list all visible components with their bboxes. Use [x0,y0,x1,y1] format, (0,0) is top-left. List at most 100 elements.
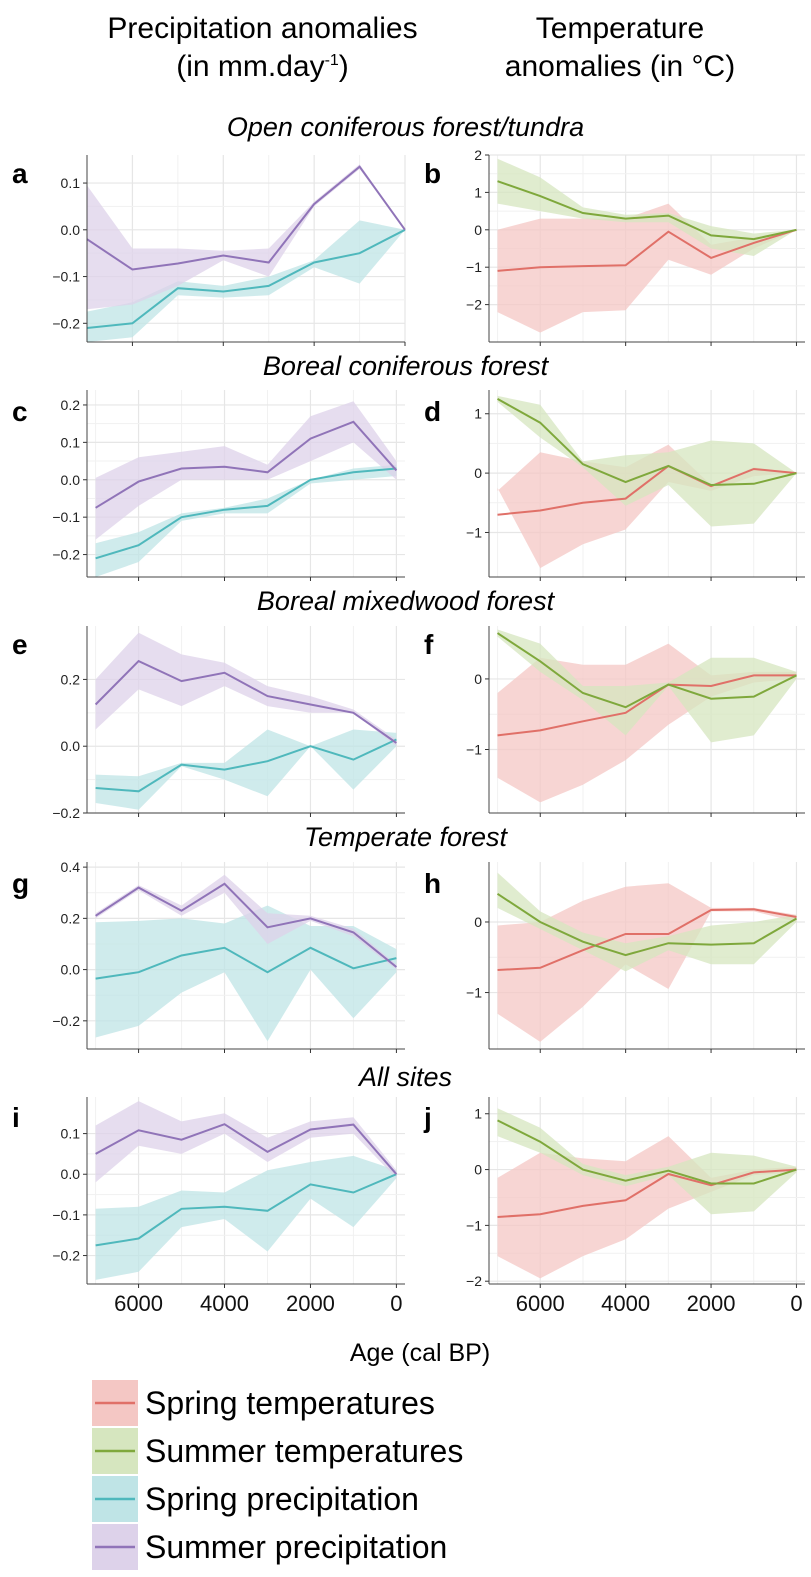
y-tick-label: 1 [474,406,482,422]
panel-letter-h: h [424,868,442,899]
panel-d: −1 0 1 [466,390,805,581]
y-tick-label: 0.0 [61,1166,81,1182]
y-tick-label: −0.1 [52,269,80,285]
panel-h: −1 0 [466,862,805,1053]
left-column-title-line2: (in mm.day-1) [176,50,349,83]
row-title-open-coniferous: Open coniferous forest/tundra [226,112,585,142]
line-spring-temp [497,464,797,516]
y-tick-label: −1 [466,741,482,757]
x-tick-label: 4000 [200,1291,249,1316]
line-summer-temp [496,892,798,957]
legend-item-spring-precip: Spring precipitation [92,1476,612,1522]
y-tick-label: −0.2 [52,1248,80,1264]
y-tick-label: 0 [474,914,482,930]
panel-letter-i: i [12,1102,20,1133]
line-summer-precip [95,1123,398,1175]
ribbon-summer-precip [95,1101,397,1183]
line-summer-temp [496,632,797,709]
x-tick-label: 2000 [687,1291,736,1316]
x-tick-label: 0 [790,1291,802,1316]
y-tick-label: 0.1 [61,1126,81,1142]
x-tick-label: 4000 [601,1291,650,1316]
line-summer-temp [497,180,797,241]
y-tick-label: −1 [466,259,482,275]
ribbon-spring-precip [95,464,397,577]
line-summer-precip [86,165,406,271]
panel-g: −0.2 0.0 0.2 0.4 [52,859,405,1053]
legend-item-summer-temp: Summer temperatures [92,1428,612,1474]
legend-label-summer-precip: Summer precipitation [145,1529,448,1565]
y-tick-label: 2 [474,147,482,163]
y-tick-label: −0.2 [52,1013,80,1029]
y-tick-label: 0.2 [61,671,81,687]
y-tick-label: −2 [466,1273,482,1289]
ribbon-summer-temp [497,629,797,743]
x-axis-label: Age (cal BP) [349,1339,491,1367]
panel-letter-j: j [424,1102,432,1133]
line-spring-precip [95,738,397,793]
y-tick-label: 0.0 [61,222,81,238]
y-tick-label: 1 [474,184,482,200]
left-column-title-line1: Precipitation anomalies [107,12,418,45]
y-tick-label: 0.1 [61,175,81,191]
row-title-temperate: Temperate forest [303,822,508,852]
ribbon-summer-precip [95,632,397,747]
panel-i: −0.2 −0.1 0.0 0.1 6000 4000 2000 0 [52,1097,405,1316]
x-tick-label: 6000 [516,1291,565,1316]
ribbon-spring-precip [87,220,405,342]
legend-item-spring-temp: Spring temperatures [92,1380,612,1426]
panel-letter-a: a [12,158,28,189]
line-spring-temp [497,228,797,272]
ribbon-spring-temp [497,203,797,333]
ribbon-spring-precip [95,905,397,1042]
row-title-boreal-mixedwood: Boreal mixedwood forest [256,586,555,616]
ribbon-summer-temp [497,158,797,256]
y-tick-label: 0.0 [61,962,81,978]
legend-key-summer-precip [92,1524,138,1570]
line-spring-precip [95,1173,397,1247]
panel-e: −0.2 0.0 0.2 [52,626,405,821]
y-tick-label: 0.0 [61,738,81,754]
panel-letter-c: c [12,396,28,427]
ribbon-spring-temp [497,1136,797,1279]
ribbon-spring-temp [497,444,797,569]
legend-label-spring-precip: Spring precipitation [145,1481,419,1517]
y-tick-label: 0.2 [61,397,81,413]
y-tick-label: −0.2 [52,547,80,563]
y-tick-label: −0.2 [52,805,80,821]
y-tick-label: 0.2 [61,910,81,926]
legend-label-summer-temp: Summer temperatures [145,1433,464,1469]
line-spring-precip [95,946,397,980]
y-tick-label: −0.1 [52,1207,80,1223]
panel-letter-f: f [424,629,434,660]
line-spring-precip [95,467,397,560]
y-tick-label: 0 [474,671,482,687]
y-tick-label: 0 [474,465,482,481]
ribbon-summer-precip [87,164,405,310]
right-column-title: Temperature anomalies (in °C) [470,10,770,86]
panel-j: −2 −1 0 1 6000 4000 2000 0 [466,1097,805,1316]
x-tick-label: 2000 [286,1291,335,1316]
ribbon-summer-temp [497,1108,797,1215]
left-column-title: Precipitation anomalies (in mm.day-1) [60,10,465,86]
panel-letter-e: e [12,629,28,660]
y-tick-label: 1 [474,1106,482,1122]
line-spring-temp [497,1168,797,1218]
y-tick-label: 0 [474,1162,482,1178]
line-spring-temp [497,674,797,737]
y-tick-label: 0 [474,222,482,238]
panel-c: −0.2 −0.1 0.0 0.1 0.2 [52,390,405,581]
line-spring-precip [86,228,406,329]
panel-f: −1 0 [466,626,805,817]
panel-b: −2 −1 0 1 2 [466,147,805,346]
y-tick-label: −1 [466,985,482,1001]
line-spring-temp [497,908,797,971]
y-tick-label: −1 [466,1217,482,1233]
line-summer-temp [497,1119,797,1185]
line-summer-precip [95,882,398,968]
ribbon-spring-temp [497,883,797,1042]
legend-key-spring-precip [92,1476,138,1522]
y-tick-label: −1 [466,524,482,540]
y-tick-label: 0.1 [61,434,81,450]
